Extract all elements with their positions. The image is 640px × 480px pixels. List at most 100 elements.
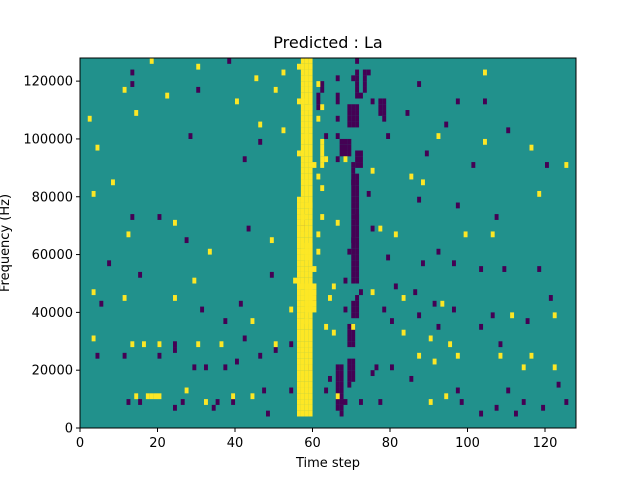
- heatmap-cell-high: [111, 179, 115, 186]
- heatmap-cell-high: [300, 387, 305, 394]
- heatmap-cell-low: [386, 254, 391, 261]
- y-axis-label: Frequency (Hz): [0, 194, 13, 292]
- heatmap-cell-high: [308, 399, 313, 405]
- heatmap-cell-high: [219, 341, 224, 348]
- heatmap-cell-low: [351, 375, 356, 382]
- heatmap-cell-high: [312, 266, 317, 272]
- heatmap-cell-high: [300, 393, 305, 400]
- heatmap-cell-low: [355, 225, 360, 232]
- heatmap-cell-high: [308, 410, 313, 417]
- heatmap-cell-high: [130, 341, 135, 348]
- heatmap-cell-low: [355, 208, 360, 215]
- heatmap-cell-low: [335, 115, 340, 122]
- heatmap-cell-high: [297, 243, 301, 249]
- heatmap-cell-high: [304, 225, 309, 232]
- heatmap-cell-high: [300, 318, 305, 324]
- heatmap-cell-low: [494, 404, 499, 411]
- heatmap-cell-high: [490, 231, 495, 238]
- heatmap-cell-high: [308, 306, 313, 313]
- heatmap-cell-high: [308, 162, 313, 168]
- heatmap-cell-low: [339, 364, 344, 371]
- heatmap-cell-low: [130, 69, 135, 76]
- heatmap-cell-low: [130, 81, 135, 87]
- heatmap-cell-low: [335, 370, 340, 377]
- heatmap-cell-low: [351, 162, 356, 168]
- heatmap-cell-high: [207, 248, 212, 255]
- heatmap-cell-low: [335, 156, 340, 163]
- heatmap-cell-low: [351, 260, 356, 267]
- heatmap-cell-high: [304, 329, 309, 336]
- heatmap-cell-high: [401, 295, 406, 301]
- heatmap-cell-high: [300, 202, 305, 209]
- heatmap-cell-high: [300, 341, 305, 348]
- heatmap-cell-high: [91, 190, 96, 197]
- heatmap-cell-high: [308, 352, 313, 359]
- heatmap-cell-low: [238, 300, 243, 307]
- heatmap-cell-high: [304, 110, 309, 116]
- heatmap-cell-low: [351, 300, 356, 307]
- heatmap-cell-low: [417, 196, 422, 203]
- heatmap-cell-high: [300, 115, 305, 122]
- heatmap-cell-low: [355, 196, 360, 203]
- heatmap-cell-low: [351, 266, 356, 272]
- heatmap-cell-high: [308, 358, 313, 365]
- heatmap-cell-high: [320, 144, 325, 151]
- heatmap-cell-high: [308, 219, 313, 226]
- heatmap-cell-high: [308, 289, 313, 296]
- heatmap-cell-high: [297, 323, 301, 330]
- heatmap-cell-high: [308, 283, 313, 290]
- heatmap-cell-high: [320, 162, 325, 168]
- heatmap-cell-high: [300, 243, 305, 249]
- heatmap-cell-low: [126, 399, 131, 405]
- heatmap-cell-low: [351, 370, 356, 377]
- heatmap-cell-high: [192, 277, 197, 284]
- heatmap-cell-high: [308, 254, 313, 261]
- heatmap-cell-high: [300, 150, 305, 157]
- heatmap-cell-high: [297, 225, 301, 232]
- heatmap-cell-low: [351, 104, 356, 111]
- heatmap-cell-low: [157, 352, 162, 359]
- heatmap-cell-high: [300, 370, 305, 377]
- heatmap-cell-high: [300, 167, 305, 174]
- heatmap-cell-high: [304, 150, 309, 157]
- heatmap-cell-high: [343, 156, 348, 163]
- heatmap-cell-low: [564, 399, 569, 405]
- heatmap-cell-high: [297, 312, 301, 319]
- heatmap-cell-high: [308, 393, 313, 400]
- heatmap-cell-low: [347, 323, 352, 330]
- heatmap-cell-low: [417, 312, 422, 319]
- heatmap-cell-high: [552, 364, 557, 371]
- heatmap-cell-high: [320, 185, 325, 192]
- heatmap-cell-high: [351, 323, 356, 330]
- heatmap-cell-high: [300, 179, 305, 186]
- heatmap-cell-high: [297, 370, 301, 377]
- heatmap-cell-high: [300, 329, 305, 336]
- heatmap-cell-low: [359, 150, 363, 157]
- heatmap-cell-high: [165, 92, 170, 99]
- heatmap-cell-high: [297, 283, 301, 290]
- heatmap-cell-low: [347, 248, 352, 255]
- heatmap-cell-high: [335, 393, 340, 400]
- heatmap-cell-high: [304, 283, 309, 290]
- heatmap-cell-high: [304, 69, 309, 76]
- heatmap-cell-high: [304, 196, 309, 203]
- heatmap-cell-low: [506, 387, 511, 394]
- heatmap-cell-high: [324, 323, 329, 330]
- heatmap-cell-high: [304, 335, 309, 342]
- heatmap-cell-high: [316, 173, 321, 180]
- heatmap-cell-high: [304, 81, 309, 87]
- heatmap-cell-high: [145, 393, 150, 400]
- heatmap-cell-high: [134, 393, 139, 400]
- heatmap-cell-high: [293, 277, 298, 284]
- heatmap-cell-low: [231, 399, 236, 405]
- heatmap-cell-low: [227, 58, 232, 64]
- heatmap-cell-high: [297, 98, 301, 105]
- heatmap-cell-low: [347, 375, 352, 382]
- heatmap-cell-high: [308, 202, 313, 209]
- heatmap-cell-high: [335, 219, 340, 226]
- heatmap-cell-high: [196, 341, 201, 348]
- heatmap-cell-high: [308, 271, 313, 278]
- heatmap-cell-high: [304, 295, 309, 301]
- heatmap-cell-low: [343, 144, 348, 151]
- heatmap-cell-low: [351, 219, 356, 226]
